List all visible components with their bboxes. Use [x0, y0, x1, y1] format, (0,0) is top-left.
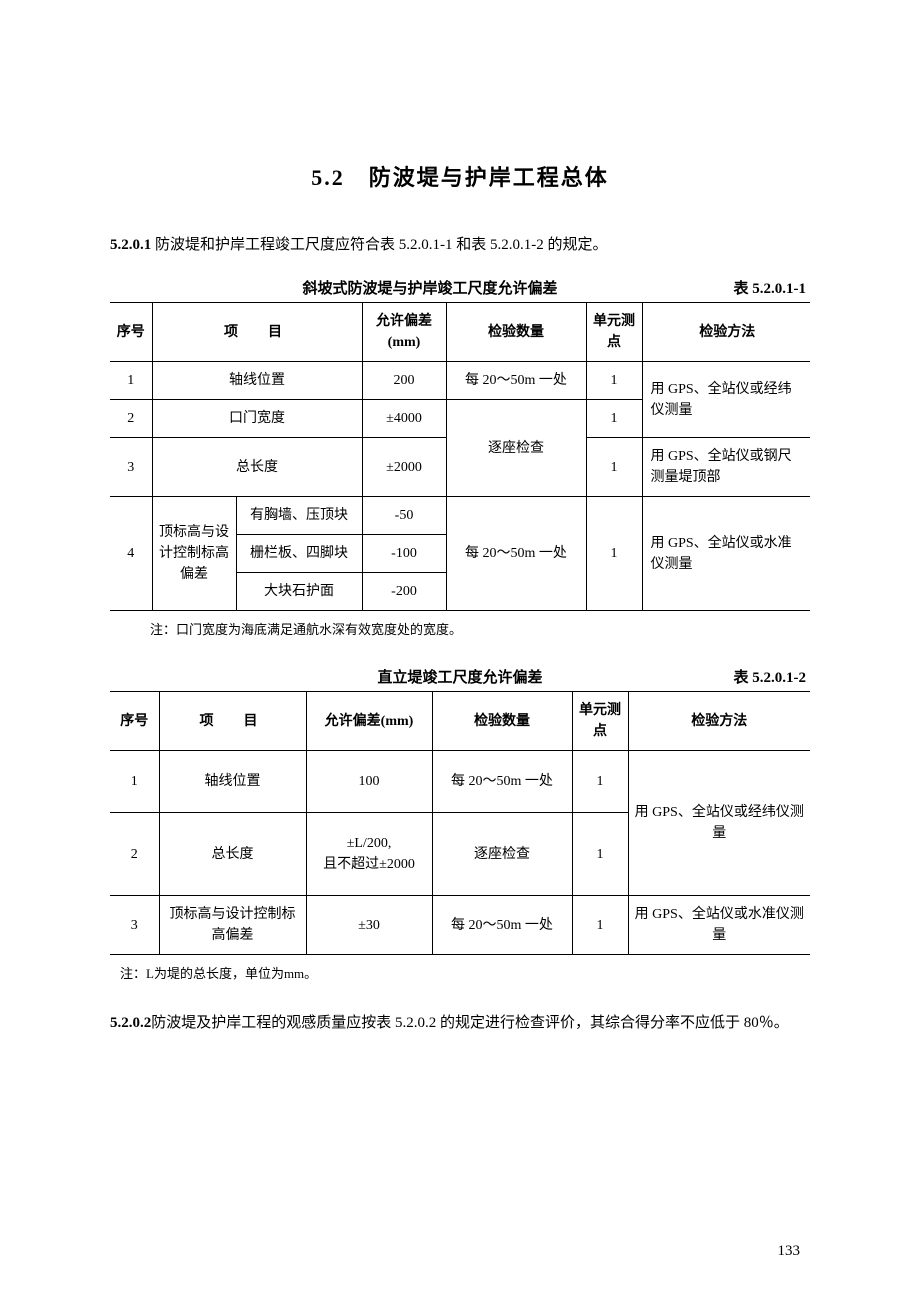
table2-header-row: 序号 项 目 允许偏差(mm) 检验数量 单元测点 检验方法	[110, 692, 810, 751]
t2r2-tol: ±L/200, 且不超过±2000	[306, 813, 432, 896]
table2-caption: 直立堤竣工尺度允许偏差 表 5.2.0.1-2	[110, 666, 810, 687]
t2r1-item: 轴线位置	[159, 751, 306, 813]
t2-th-pt: 单元测点	[572, 692, 628, 751]
t2r2-item: 总长度	[159, 813, 306, 896]
table1-row-1: 1 轴线位置 200 每 20～50m 一处 1 用 GPS、全站仪或经纬仪测量	[110, 362, 810, 400]
th-point: 单元测点	[586, 303, 642, 362]
table-2: 序号 项 目 允许偏差(mm) 检验数量 单元测点 检验方法 1 轴线位置 10…	[110, 691, 810, 955]
t2r2-seq: 2	[110, 813, 159, 896]
table2-note: 注：L为堤的总长度，单位为mm。	[120, 963, 810, 982]
t1r4s3-name: 大块石护面	[236, 573, 362, 611]
t2r3-method: 用 GPS、全站仪或水准仪测量	[628, 896, 810, 955]
t2r2-qty: 逐座检查	[432, 813, 572, 896]
table2-row-3: 3 顶标高与设计控制标高偏差 ±30 每 20～50m 一处 1 用 GPS、全…	[110, 896, 810, 955]
t2r1-seq: 1	[110, 751, 159, 813]
t2r2-pt: 1	[572, 813, 628, 896]
page-number: 133	[778, 1243, 801, 1260]
t1r2-pt: 1	[586, 400, 642, 438]
t2r3-qty: 每 20～50m 一处	[432, 896, 572, 955]
t1r2-tol: ±4000	[362, 400, 446, 438]
t1r1-seq: 1	[110, 362, 152, 400]
th-tolerance: 允许偏差(mm)	[362, 303, 446, 362]
t1r3-pt: 1	[586, 438, 642, 497]
t1r4s1-name: 有胸墙、压顶块	[236, 497, 362, 535]
t2-th-seq: 序号	[110, 692, 159, 751]
t1r4-method: 用 GPS、全站仪或水准仪测量	[642, 497, 810, 611]
t1r1-item: 轴线位置	[152, 362, 362, 400]
para1-number: 5.2.0.1	[110, 237, 151, 253]
t1-method-12: 用 GPS、全站仪或经纬仪测量	[642, 362, 810, 438]
t1r23-qty: 逐座检查	[446, 400, 586, 497]
table1-caption-title: 斜坡式防波堤与护岸竣工尺度允许偏差	[114, 277, 666, 298]
th-qty: 检验数量	[446, 303, 586, 362]
t2-method-12: 用 GPS、全站仪或经纬仪测量	[628, 751, 810, 896]
t1r1-tol: 200	[362, 362, 446, 400]
table2-caption-title: 直立堤竣工尺度允许偏差	[114, 666, 666, 687]
t1r4-qty: 每 20～50m 一处	[446, 497, 586, 611]
th-seq: 序号	[110, 303, 152, 362]
t2r3-pt: 1	[572, 896, 628, 955]
table1-caption: 斜坡式防波堤与护岸竣工尺度允许偏差 表 5.2.0.1-1	[110, 277, 810, 298]
t2r1-pt: 1	[572, 751, 628, 813]
table1-row-4a: 4 顶标高与设计控制标高偏差 有胸墙、压顶块 -50 每 20～50m 一处 1…	[110, 497, 810, 535]
t1r2-seq: 2	[110, 400, 152, 438]
t1r4s2-name: 栅栏板、四脚块	[236, 535, 362, 573]
t2r1-qty: 每 20～50m 一处	[432, 751, 572, 813]
table1-header-row: 序号 项 目 允许偏差(mm) 检验数量 单元测点 检验方法	[110, 303, 810, 362]
t1r4s3-tol: -200	[362, 573, 446, 611]
t1r2-item: 口门宽度	[152, 400, 362, 438]
t2-th-tol: 允许偏差(mm)	[306, 692, 432, 751]
para2-number: 5.2.0.2	[110, 1015, 151, 1031]
para1-text: 防波堤和护岸工程竣工尺度应符合表 5.2.0.1-1 和表 5.2.0.1-2 …	[151, 237, 607, 253]
th-method: 检验方法	[642, 303, 810, 362]
t1r3-method: 用 GPS、全站仪或钢尺测量堤顶部	[642, 438, 810, 497]
table2-row-1: 1 轴线位置 100 每 20～50m 一处 1 用 GPS、全站仪或经纬仪测量	[110, 751, 810, 813]
t1r3-seq: 3	[110, 438, 152, 497]
t1r4s1-tol: -50	[362, 497, 446, 535]
section-title: 5.2 防波堤与护岸工程总体	[110, 160, 810, 192]
t1r1-qty: 每 20～50m 一处	[446, 362, 586, 400]
paragraph-1: 5.2.0.1 防波堤和护岸工程竣工尺度应符合表 5.2.0.1-1 和表 5.…	[110, 232, 810, 259]
t1r4-group: 顶标高与设计控制标高偏差	[152, 497, 236, 611]
t2-th-item: 项 目	[159, 692, 306, 751]
t1r1-pt: 1	[586, 362, 642, 400]
table2-caption-label: 表 5.2.0.1-2	[666, 666, 806, 687]
table1-note: 注：口门宽度为海底满足通航水深有效宽度处的宽度。	[150, 619, 810, 638]
t1r3-tol: ±2000	[362, 438, 446, 497]
t2-th-qty: 检验数量	[432, 692, 572, 751]
para2-text: 防波堤及护岸工程的观感质量应按表 5.2.0.2 的规定进行检查评价，其综合得分…	[151, 1015, 789, 1031]
table-1: 序号 项 目 允许偏差(mm) 检验数量 单元测点 检验方法 1 轴线位置 20…	[110, 302, 810, 611]
t2r3-seq: 3	[110, 896, 159, 955]
paragraph-2: 5.2.0.2防波堤及护岸工程的观感质量应按表 5.2.0.2 的规定进行检查评…	[110, 1010, 810, 1037]
t1r3-item: 总长度	[152, 438, 362, 497]
t1r4s2-tol: -100	[362, 535, 446, 573]
t1r4-pt: 1	[586, 497, 642, 611]
t2r3-item: 顶标高与设计控制标高偏差	[159, 896, 306, 955]
t2r3-tol: ±30	[306, 896, 432, 955]
table1-caption-label: 表 5.2.0.1-1	[666, 277, 806, 298]
t1r4-seq: 4	[110, 497, 152, 611]
th-item: 项 目	[152, 303, 362, 362]
t2-th-method: 检验方法	[628, 692, 810, 751]
t2r1-tol: 100	[306, 751, 432, 813]
